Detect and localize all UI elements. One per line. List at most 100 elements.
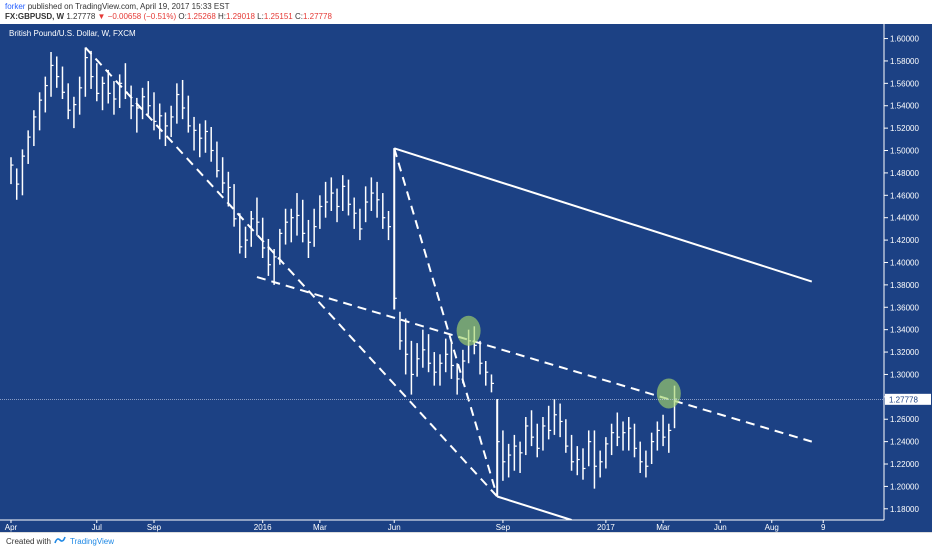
ohlc-bar: [353, 197, 357, 229]
ohlc-bar: [553, 399, 557, 435]
ohlc-bar: [444, 338, 449, 373]
ohlc-bar: [513, 434, 517, 471]
price-tick-label: 1.56000: [890, 79, 919, 88]
dashed-trendline: [393, 147, 499, 497]
ohlc-bars: [10, 47, 678, 497]
ohlc-bar: [101, 76, 106, 111]
ohlc-bar: [130, 85, 134, 120]
published-text: published on TradingView.com, April 19, …: [27, 2, 230, 11]
price-chart[interactable]: 1.60000 1.58000 1.56000 1.54000 1.52000 1.500…: [0, 24, 932, 532]
ohlc-bar: [199, 123, 203, 158]
ohlc-bar: [233, 184, 237, 227]
plot-background: [0, 24, 884, 520]
price-tick-label: 1.32000: [890, 348, 919, 357]
time-tick-label: Mar: [656, 523, 670, 532]
time-tick-label: 9: [821, 523, 826, 532]
ohlc-bar: [124, 63, 128, 100]
ohlc-bar: [370, 177, 374, 211]
ohlc-bar: [364, 186, 369, 223]
ohlc-bar: [290, 208, 294, 243]
time-tick-label: Mar: [313, 523, 327, 532]
time-tick-label: 2016: [254, 523, 272, 532]
ohlc-bar: [605, 437, 609, 469]
time-tick-label: Apr: [5, 523, 18, 532]
ohlc-bar: [44, 76, 48, 113]
highlight-circle: [456, 315, 481, 346]
ohlc-bar: [628, 416, 632, 451]
close-label: C:: [294, 12, 303, 21]
price-tick-label: 1.42000: [890, 236, 919, 245]
last-price: 1.27778: [66, 12, 96, 21]
ohlc-bar: [399, 311, 403, 350]
ohlc-bar: [170, 105, 174, 138]
ohlc-bar: [639, 441, 643, 473]
ohlc-bar: [21, 149, 25, 196]
ohlc-bar: [15, 168, 20, 200]
ohlc-bar: [153, 92, 157, 131]
ohlc-bar: [587, 430, 592, 467]
ohlc-bar: [542, 416, 546, 451]
low-value: 1.25151: [263, 12, 293, 21]
ohlc-bar: [107, 69, 111, 104]
highlight-markers: [456, 315, 681, 409]
down-arrow-icon: ▼: [97, 12, 106, 21]
ohlc-bar: [96, 63, 100, 102]
ohlc-bar: [462, 349, 466, 384]
time-tick-label: Aug: [765, 523, 779, 532]
ohlc-bar: [582, 448, 586, 480]
publish-line: forker published on TradingView.com, Apr…: [5, 2, 229, 11]
price-tick-label: 1.24000: [890, 438, 919, 447]
ohlc-bar: [565, 419, 569, 453]
author-link[interactable]: forker: [5, 2, 26, 11]
last-price-tag-label: 1.27778: [889, 395, 918, 404]
solid-trendline: [393, 147, 813, 283]
price-change: −0.00658 (−0.51%): [107, 12, 177, 21]
dashed-trendline: [256, 276, 813, 443]
ohlc-bar: [570, 434, 575, 471]
time-axis: Apr Jul Sep 2016 Mar Jun Sep 2017 Mar Jun Aug 9: [5, 520, 826, 532]
ohlc-bar: [376, 181, 380, 218]
ohlc-bar: [433, 352, 437, 386]
time-tick-label: Sep: [496, 523, 511, 532]
ohlc-bar: [147, 81, 151, 115]
tradingview-brand-link[interactable]: TradingView: [70, 537, 115, 546]
price-axis-panel[interactable]: [884, 24, 932, 532]
footer-bar: Created with TradingView: [0, 532, 932, 551]
created-with-text: Created with: [6, 537, 51, 546]
ohlc-bar: [485, 361, 489, 386]
ohlc-bar: [113, 81, 117, 115]
time-tick-label: Jul: [92, 523, 102, 532]
ohlc-bar: [284, 208, 289, 245]
ohlc-bar: [330, 177, 334, 211]
ohlc-bar: [250, 210, 254, 247]
chart-area[interactable]: 1.60000 1.58000 1.56000 1.54000 1.52000 1.500…: [0, 24, 932, 532]
price-tick-label: 1.30000: [890, 370, 919, 379]
symbol-label: FX:GBPUSD, W: [5, 12, 65, 21]
price-tick-label: 1.26000: [890, 415, 919, 424]
ohlc-bar: [279, 228, 283, 265]
ohlc-bar: [73, 96, 77, 129]
ohlc-bar: [519, 441, 523, 473]
ohlc-bar: [136, 97, 140, 133]
ohlc-bar: [176, 83, 180, 124]
ohlc-bar: [422, 329, 426, 368]
time-axis-panel[interactable]: [0, 520, 884, 532]
ohlc-bar: [67, 83, 71, 120]
ohlc-bar: [273, 249, 277, 285]
ohlc-bar: [239, 213, 243, 254]
ohlc-bar: [336, 188, 340, 223]
ohlc-bar: [525, 416, 529, 456]
ohlc-bar: [502, 430, 506, 481]
ohlc-bar: [301, 199, 306, 243]
price-axis: 1.60000 1.58000 1.56000 1.54000 1.52000 1.500…: [884, 35, 919, 514]
ohlc-bar: [307, 219, 311, 259]
ohlc-bar: [610, 423, 615, 456]
ohlc-bar: [404, 318, 409, 375]
ohlc-bar: [187, 95, 191, 133]
low-label: L:: [257, 12, 264, 21]
ohlc-bar: [656, 421, 660, 451]
ohlc-bar: [204, 120, 208, 153]
ohlc-bar: [38, 92, 43, 131]
high-label: H:: [218, 12, 226, 21]
ohlc-bar: [530, 410, 535, 447]
